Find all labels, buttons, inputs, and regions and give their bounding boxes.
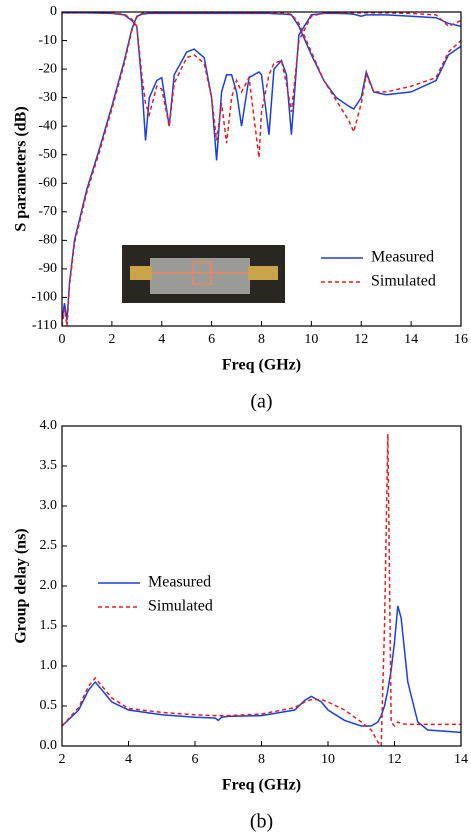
y-tick-label: 2.0 xyxy=(40,578,58,593)
y-tick-label: -20 xyxy=(38,61,57,76)
series-line xyxy=(62,433,461,746)
y-tick-label: 3.0 xyxy=(40,498,58,513)
series-line xyxy=(62,12,461,321)
y-tick-label: -50 xyxy=(38,147,57,162)
y-tick-label: -30 xyxy=(38,90,57,105)
x-tick-label: 4 xyxy=(125,752,132,767)
y-tick-label: 3.5 xyxy=(40,458,58,473)
legend-label: Measured xyxy=(148,574,211,591)
y-axis-label: Group delay (ns) xyxy=(13,528,30,643)
series-line xyxy=(62,12,461,158)
y-tick-label: 1.0 xyxy=(40,658,58,673)
x-tick-label: 14 xyxy=(454,752,468,767)
inset-photo xyxy=(122,245,285,303)
x-tick-label: 12 xyxy=(388,752,402,767)
y-tick-label: -40 xyxy=(38,118,57,133)
legend-label: Simulated xyxy=(371,273,436,290)
x-tick-label: 14 xyxy=(404,332,418,347)
y-tick-label: -90 xyxy=(38,261,57,276)
y-tick-label: 1.5 xyxy=(40,618,58,633)
y-tick-label: 4.0 xyxy=(40,418,58,433)
legend-label: Measured xyxy=(371,249,434,266)
x-axis-label: Freq (GHz) xyxy=(222,357,301,374)
x-tick-label: 10 xyxy=(304,332,318,347)
x-tick-label: 2 xyxy=(108,332,115,347)
y-tick-label: -100 xyxy=(31,290,57,305)
caption: (a) xyxy=(250,391,272,413)
x-tick-label: 4 xyxy=(158,332,165,347)
x-tick-label: 16 xyxy=(454,332,468,347)
x-tick-label: 8 xyxy=(258,332,265,347)
x-tick-label: 10 xyxy=(321,752,335,767)
y-tick-label: 0 xyxy=(50,4,57,19)
x-tick-label: 6 xyxy=(208,332,215,347)
y-tick-label: -110 xyxy=(32,318,57,333)
x-tick-label: 8 xyxy=(258,752,265,767)
caption: (b) xyxy=(250,811,273,833)
y-tick-label: 0.5 xyxy=(40,698,58,713)
series-line xyxy=(62,12,461,161)
x-tick-label: 12 xyxy=(354,332,368,347)
plot-frame xyxy=(61,425,462,747)
y-tick-label: -70 xyxy=(38,204,57,219)
y-tick-label: -60 xyxy=(38,175,57,190)
x-tick-label: 6 xyxy=(192,752,199,767)
x-axis-label: Freq (GHz) xyxy=(222,777,301,794)
y-tick-label: -10 xyxy=(38,33,57,48)
x-tick-label: 0 xyxy=(59,332,66,347)
series-line xyxy=(62,12,461,326)
x-tick-label: 2 xyxy=(59,752,66,767)
y-axis-label: S parameters (dB) xyxy=(13,106,30,231)
y-tick-label: 2.5 xyxy=(40,538,58,553)
legend-label: Simulated xyxy=(148,598,213,615)
y-tick-label: 0.0 xyxy=(40,738,58,753)
y-tick-label: -80 xyxy=(38,233,57,248)
